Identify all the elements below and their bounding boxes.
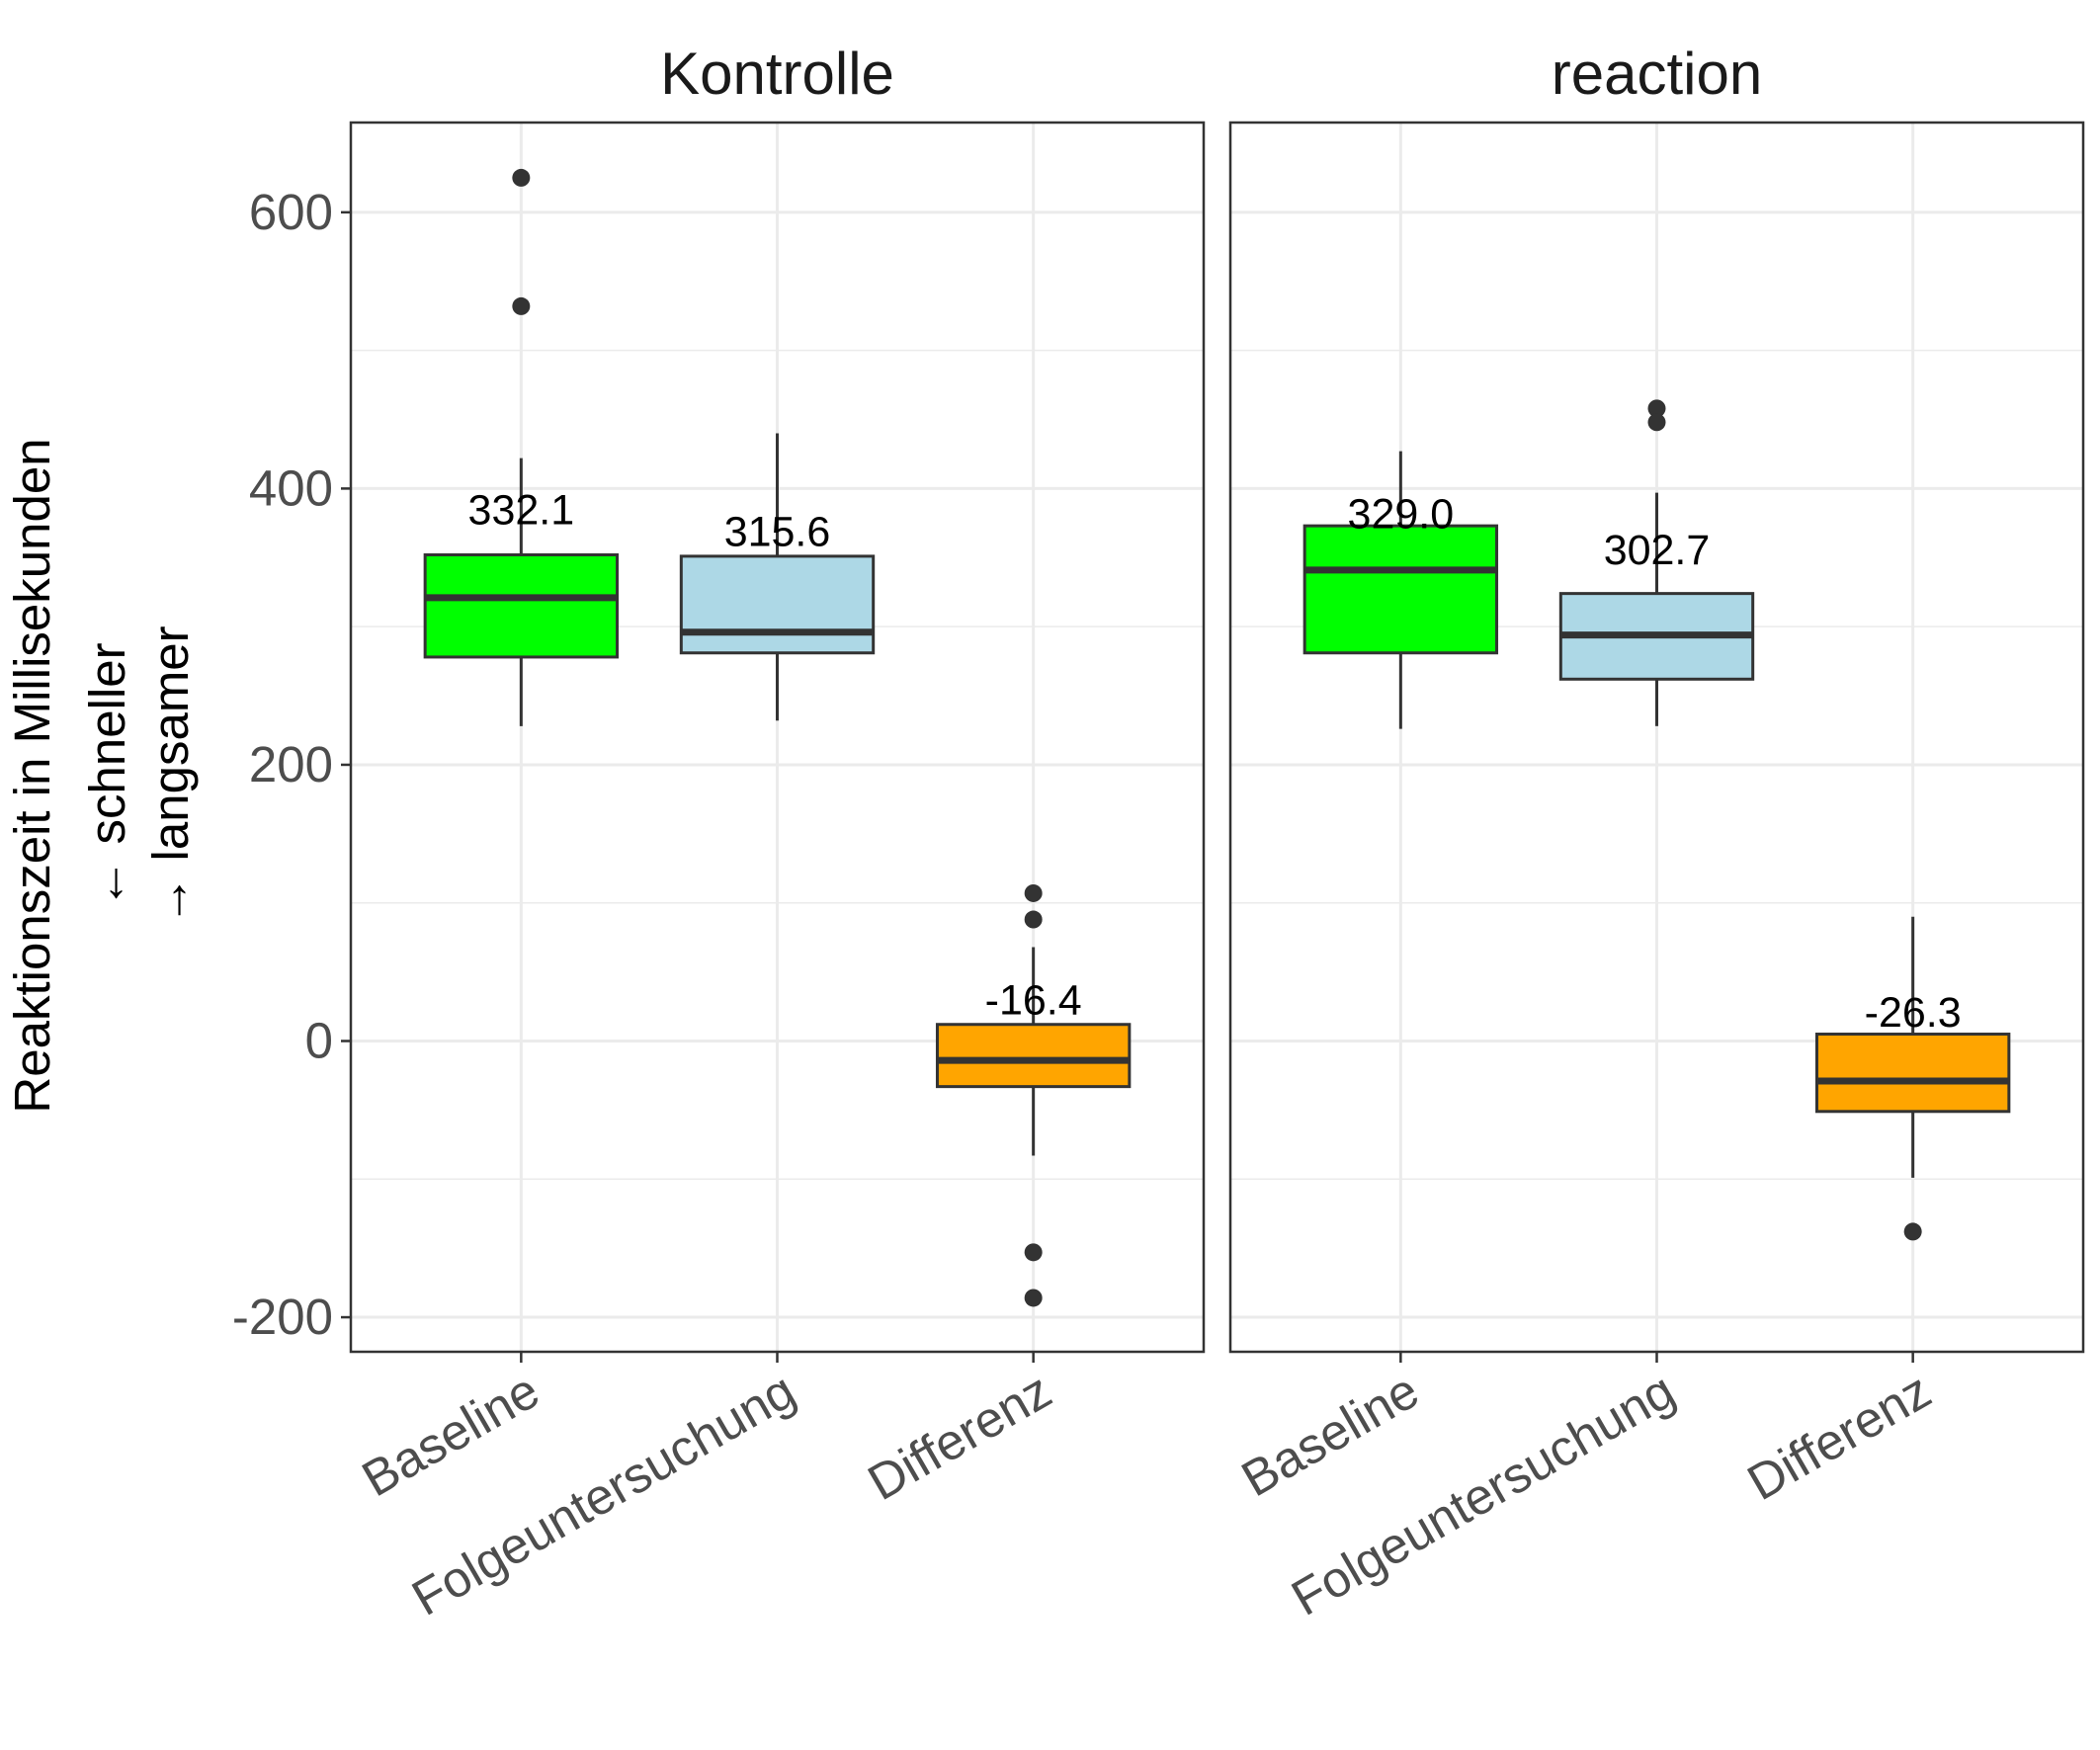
x-tick-label: Baseline bbox=[1232, 1362, 1428, 1507]
mean-value-label: 329.0 bbox=[1348, 491, 1455, 539]
y-axis-title-line-1: Reaktionszeit in Millisekunden bbox=[4, 438, 60, 1113]
y-axis: -200 0 200 400 600 bbox=[232, 184, 351, 1345]
mean-value-label: -16.4 bbox=[985, 977, 1082, 1025]
box-iqr bbox=[935, 1023, 1132, 1089]
box-folgeuntersuchung: 315.6 bbox=[679, 433, 876, 721]
mean-value-label: 302.7 bbox=[1604, 527, 1711, 574]
box-baseline: 329.0 bbox=[1302, 451, 1499, 729]
outlier-point bbox=[1024, 1243, 1043, 1262]
outlier-point bbox=[512, 168, 531, 187]
y-tick-label: 200 bbox=[249, 736, 333, 792]
facet-title: Kontrolle bbox=[660, 41, 894, 107]
y-tick-label: -200 bbox=[232, 1289, 333, 1345]
outlier-point bbox=[1903, 1222, 1922, 1241]
x-tick-label: Differenz bbox=[859, 1362, 1060, 1511]
x-tick-label: Differenz bbox=[1738, 1362, 1940, 1511]
y-tick-label: 600 bbox=[249, 184, 333, 240]
x-tick-label: Baseline bbox=[353, 1362, 548, 1507]
y-axis-title-line-3: → langsamer bbox=[142, 625, 199, 925]
mean-value-label: 332.1 bbox=[468, 486, 575, 534]
mean-value-label: 315.6 bbox=[724, 509, 831, 556]
box-iqr bbox=[423, 552, 620, 659]
box-baseline: 332.1 bbox=[423, 168, 620, 726]
box-iqr bbox=[679, 554, 876, 655]
gridlines bbox=[351, 123, 1204, 1352]
y-axis-title: Reaktionszeit in Millisekunden ← schnell… bbox=[4, 438, 199, 1113]
outlier-point bbox=[1024, 883, 1043, 902]
y-tick-label: 400 bbox=[249, 459, 333, 516]
panel-reaction: reaction329.0302.7-26.3BaselineFolgeunte… bbox=[1228, 41, 2085, 1626]
outlier-point bbox=[1024, 1289, 1043, 1307]
box-differenz: -16.4 bbox=[935, 883, 1132, 1307]
box-iqr bbox=[1814, 1033, 2011, 1114]
gridlines bbox=[1230, 123, 2083, 1352]
outlier-point bbox=[512, 296, 531, 315]
mean-value-label: -26.3 bbox=[1865, 989, 1962, 1037]
box-iqr bbox=[1302, 524, 1499, 655]
outlier-point bbox=[1647, 399, 1666, 418]
outlier-point bbox=[1024, 910, 1043, 929]
facet-title: reaction bbox=[1552, 41, 1762, 107]
y-axis-title-line-2: ← schneller bbox=[79, 642, 135, 908]
box-folgeuntersuchung: 302.7 bbox=[1558, 399, 1755, 726]
outlier-point bbox=[1647, 413, 1666, 432]
y-tick-label: 0 bbox=[305, 1013, 333, 1069]
box-differenz: -26.3 bbox=[1814, 916, 2011, 1241]
